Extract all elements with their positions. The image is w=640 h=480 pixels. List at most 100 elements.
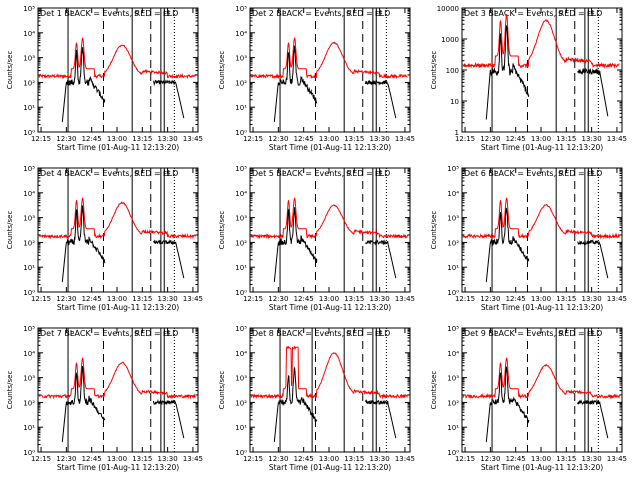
y-tick-label: 10⁴ <box>447 190 459 198</box>
x-tick-label: 13:00 <box>319 135 339 143</box>
x-tick-label: 13:00 <box>319 455 339 463</box>
series-events-line <box>152 399 185 439</box>
marker-label: E <box>378 170 382 178</box>
y-tick-label: 10⁴ <box>447 350 459 358</box>
marker-label: S <box>346 170 351 178</box>
y-axis-label: Counts/sec <box>430 371 438 410</box>
marker-label: P <box>282 170 286 178</box>
x-tick-label: 13:15 <box>556 295 576 303</box>
x-tick-label: 13:45 <box>607 295 627 303</box>
chart-panel: Det 5 BLACK = Events, RED = LLD Counts/se… <box>218 165 415 312</box>
marker-label: F <box>587 170 591 178</box>
series-events-line <box>364 239 397 279</box>
x-tick-label: 13:00 <box>531 135 551 143</box>
marker-label: F <box>587 10 591 18</box>
series-events-line <box>61 47 106 123</box>
x-tick-label: 13:30 <box>370 455 390 463</box>
y-tick-label: 10⁵ <box>235 165 247 173</box>
y-tick-label: 10² <box>447 399 459 407</box>
y-tick-label: 10³ <box>235 375 247 383</box>
marker-label: S <box>346 330 351 338</box>
y-tick-label: 10² <box>23 79 35 87</box>
y-tick-label: 10¹ <box>235 104 247 112</box>
chart-panel: Det 6 BLACK = Events, RED = LLD Counts/se… <box>430 165 627 312</box>
chart-title: Det 4 BLACK = Events, RED = LLD <box>40 169 178 178</box>
x-tick-label: 13:15 <box>132 295 152 303</box>
x-axis-label: Start Time (01-Aug-11 12:13:20) <box>269 143 391 152</box>
x-tick-label: 13:45 <box>183 135 203 143</box>
y-tick-label: 10⁵ <box>447 325 459 333</box>
series-events-line <box>152 239 185 279</box>
x-tick-label: 13:00 <box>107 295 127 303</box>
x-tick-label: 13:00 <box>107 455 127 463</box>
x-tick-label: 12:45 <box>82 455 102 463</box>
series-lld-line <box>250 345 408 400</box>
y-axis-label: Counts/sec <box>6 371 14 410</box>
y-tick-label: 10³ <box>447 375 459 383</box>
x-tick-label: 12:45 <box>82 135 102 143</box>
chart-panel: Det 9 BLACK = Events, RED = LLD Counts/se… <box>430 325 627 472</box>
marker-label: F <box>587 330 591 338</box>
y-tick-label: 10³ <box>23 215 35 223</box>
x-tick-label: 13:30 <box>370 295 390 303</box>
chart-panel: Det 3 BLACK = Events, RED = LLD Counts/se… <box>430 5 627 152</box>
x-tick-label: 12:45 <box>82 295 102 303</box>
y-tick-label: 10¹ <box>23 424 35 432</box>
x-tick-label: 12:30 <box>480 295 500 303</box>
y-tick-label: 10⁰ <box>447 449 459 457</box>
y-tick-label: 10⁵ <box>23 325 35 333</box>
chart-title: Det 5 BLACK = Events, RED = LLD <box>252 169 390 178</box>
y-tick-label: 1 <box>455 129 459 137</box>
x-tick-label: 13:15 <box>344 135 364 143</box>
y-tick-label: 10² <box>235 239 247 247</box>
y-tick-label: 10² <box>23 239 35 247</box>
y-axis-label: Counts/sec <box>6 51 14 90</box>
series-lld-line <box>38 37 196 80</box>
marker-label: S <box>558 330 563 338</box>
y-tick-label: 10⁰ <box>447 289 459 297</box>
x-tick-label: 12:30 <box>56 455 76 463</box>
series-events-line <box>577 67 609 117</box>
marker-label: P <box>70 330 74 338</box>
series-events-line <box>364 399 397 439</box>
y-tick-label: 10⁴ <box>23 350 35 358</box>
y-axis-label: Counts/sec <box>430 51 438 90</box>
y-tick-label: 10⁴ <box>235 190 247 198</box>
y-tick-label: 10² <box>447 239 459 247</box>
chart-title: Det 7 BLACK = Events, RED = LLD <box>40 329 178 338</box>
x-tick-label: 12:15 <box>455 295 475 303</box>
chart-panel: Det 7 BLACK = Events, RED = LLD Counts/se… <box>6 325 203 472</box>
y-tick-label: 10000 <box>437 5 459 13</box>
x-tick-label: 12:15 <box>31 295 51 303</box>
marker-label: P <box>494 330 498 338</box>
marker-label: E <box>378 10 382 18</box>
y-tick-label: 10⁰ <box>23 449 35 457</box>
x-tick-label: 12:15 <box>243 455 263 463</box>
x-tick-label: 12:15 <box>31 135 51 143</box>
x-tick-label: 12:30 <box>56 295 76 303</box>
series-events-line <box>61 366 106 443</box>
marker-label: E <box>590 330 594 338</box>
plot-frame <box>461 327 623 453</box>
y-tick-label: 10⁰ <box>23 129 35 137</box>
series-events-line <box>273 207 318 283</box>
chart-title: Det 2 BLACK = Events, RED = LLD <box>252 9 390 18</box>
series-events-line <box>485 207 530 283</box>
series-events-line <box>61 205 106 283</box>
x-tick-label: 13:30 <box>582 135 602 143</box>
chart-panel: Det 1 BLACK = Events, RED = LLD Counts/se… <box>6 5 203 152</box>
marker-label: E <box>590 10 594 18</box>
y-tick-label: 10⁵ <box>23 5 35 13</box>
y-tick-label: 10⁰ <box>235 449 247 457</box>
y-tick-label: 10 <box>450 98 459 106</box>
x-tick-label: 13:45 <box>607 135 627 143</box>
series-events-line <box>485 366 530 443</box>
series-events-line <box>152 79 185 119</box>
y-tick-label: 10³ <box>23 55 35 63</box>
marker-label: F <box>163 170 167 178</box>
marker-label: E <box>590 170 594 178</box>
marker-label: S <box>346 10 351 18</box>
x-axis-label: Start Time (01-Aug-11 12:13:20) <box>481 463 603 472</box>
marker-label: F <box>375 330 379 338</box>
